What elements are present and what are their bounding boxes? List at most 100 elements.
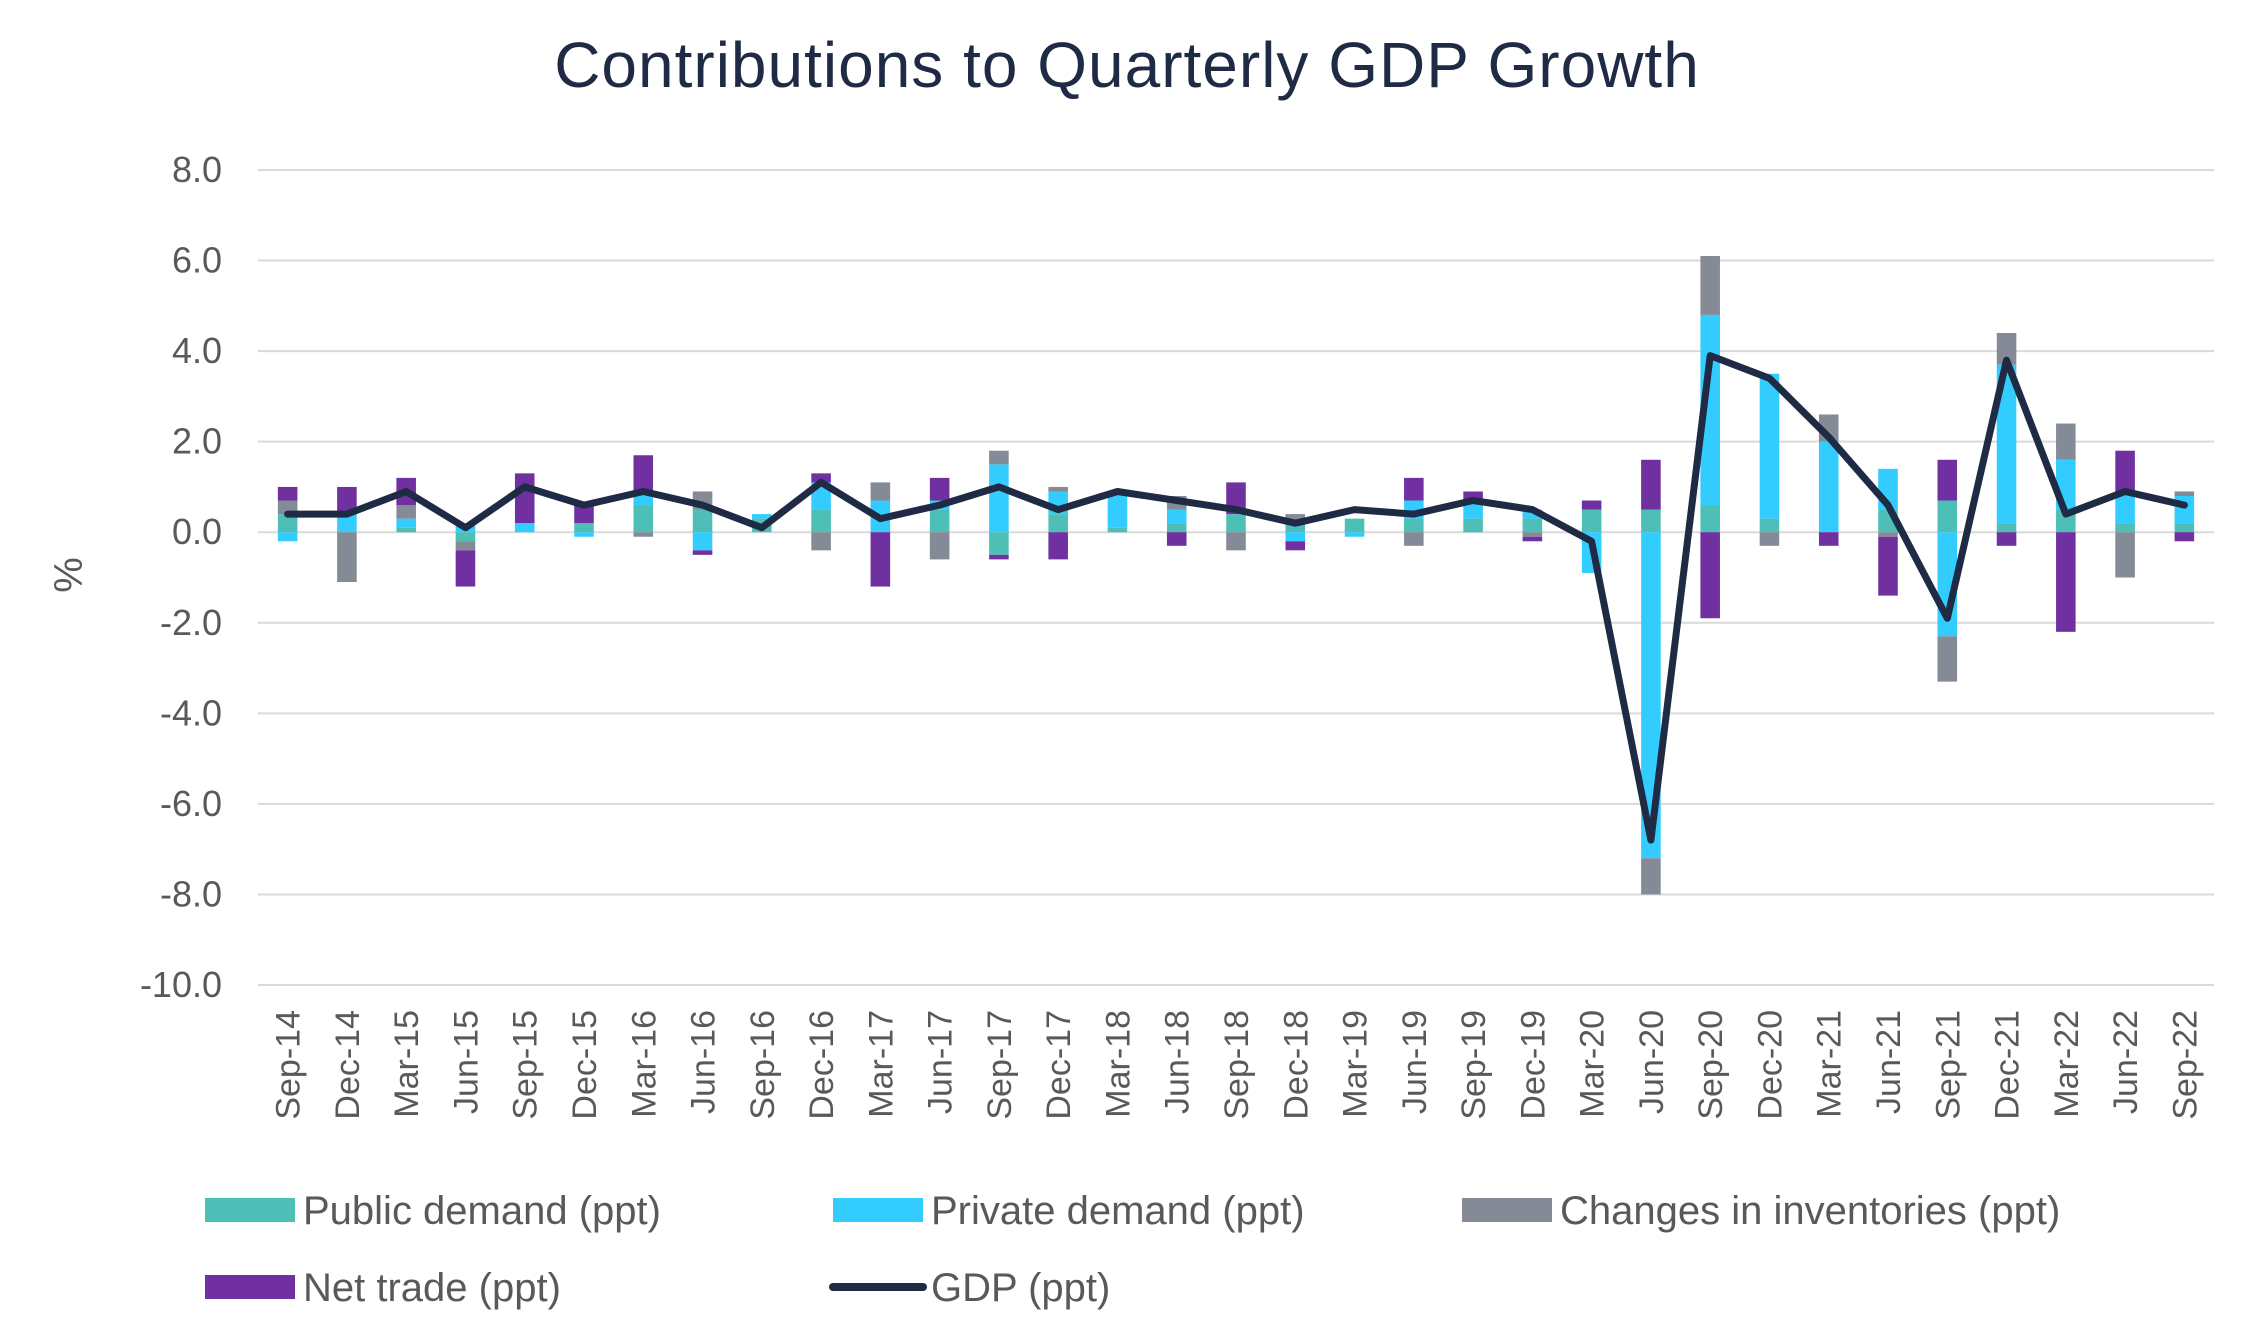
bar-segment <box>1166 532 1187 546</box>
bar-segment <box>989 554 1009 560</box>
x-tick-label: Sep-21 <box>1929 1010 1967 1120</box>
y-tick-label: -10.0 <box>140 964 222 1005</box>
y-tick-label: 8.0 <box>172 149 222 190</box>
grid-layer <box>258 169 2214 986</box>
bar-segment <box>1285 514 1306 524</box>
bar-segment <box>1107 527 1128 533</box>
gdp-line <box>284 352 2188 844</box>
y-tick-label: -4.0 <box>160 692 222 733</box>
bar-segment <box>1404 518 1424 533</box>
x-tick-label: Dec-18 <box>1277 1010 1315 1120</box>
bar-segment <box>2115 523 2135 533</box>
bar-segment <box>574 523 594 533</box>
bar-segment <box>1937 459 1958 501</box>
x-tick-label: Jun-15 <box>447 1010 485 1114</box>
legend-swatch <box>1462 1198 1552 1222</box>
x-tick-label: Sep-16 <box>744 1010 782 1120</box>
bar-segment <box>2115 450 2135 492</box>
bar-segment <box>870 532 891 587</box>
bar-segment <box>455 532 476 542</box>
bar-segment <box>692 550 713 555</box>
bar-segment <box>1522 536 1543 542</box>
bar-segment <box>277 514 298 533</box>
bar-segment <box>811 532 831 551</box>
legend-label: Private demand (ppt) <box>931 1189 1305 1233</box>
bar-segment <box>455 541 476 551</box>
bar-segment <box>2115 491 2135 524</box>
x-tick-label: Jun-22 <box>2107 1010 2145 1114</box>
bar-segment <box>1700 256 1720 315</box>
legend: Public demand (ppt) Private demand (ppt) C… <box>205 1189 2060 1310</box>
bar-segment <box>337 486 357 515</box>
bar-segment <box>396 505 416 519</box>
bar-segment <box>455 550 476 587</box>
bar-segment <box>929 532 950 560</box>
bar-segment <box>1700 532 1720 619</box>
bar-segment <box>1048 486 1068 492</box>
x-tick-label: Jun-19 <box>1396 1010 1434 1114</box>
bar-segment <box>2174 532 2195 542</box>
bar-segment <box>1996 333 2017 365</box>
bar-segment <box>1404 532 1424 546</box>
bar-segment <box>1463 491 1483 501</box>
x-tick-label: Jun-17 <box>922 1010 960 1114</box>
x-tick-label: Mar-17 <box>862 1010 900 1118</box>
legend-label: GDP (ppt) <box>931 1266 1110 1310</box>
x-tick-label: Jun-18 <box>1159 1010 1197 1114</box>
bar-segment <box>692 509 713 533</box>
x-tick-label: Sep-22 <box>2166 1010 2204 1120</box>
x-tick-label: Sep-20 <box>1692 1010 1730 1120</box>
bar-layer <box>277 256 2195 895</box>
bar-segment <box>1759 532 1780 546</box>
legend-label: Public demand (ppt) <box>303 1189 661 1233</box>
x-tick-label: Sep-18 <box>1218 1010 1256 1120</box>
bar-segment <box>989 532 1009 555</box>
chart-title: Contributions to Quarterly GDP Growth <box>554 29 1700 101</box>
bar-segment <box>752 514 772 519</box>
bar-segment <box>1996 364 2017 524</box>
bar-segment <box>1996 523 2017 533</box>
line-layer <box>284 352 2188 844</box>
bar-segment <box>1048 514 1068 533</box>
bar-segment <box>1166 523 1187 533</box>
y-tick-label: -6.0 <box>160 783 222 824</box>
x-tick-label: Mar-21 <box>1811 1010 1849 1118</box>
bar-segment <box>1937 500 1958 533</box>
bar-segment <box>396 527 416 533</box>
y-axis-label: % <box>47 557 91 593</box>
bar-segment <box>870 482 891 501</box>
y-tick-label: 2.0 <box>172 421 222 462</box>
bar-segment <box>1641 858 1661 895</box>
bar-segment <box>1404 477 1424 501</box>
legend-label: Net trade (ppt) <box>303 1266 561 1310</box>
x-tick-label: Dec-20 <box>1751 1010 1789 1120</box>
bar-segment <box>337 514 357 533</box>
x-tick-label: Mar-15 <box>388 1010 426 1118</box>
x-axis: Sep-14 Dec-14 Mar-15 Jun-15 Sep-15 Dec-15 Mar-… <box>270 1010 2205 1120</box>
x-tick-label: Mar-22 <box>2048 1010 2086 1118</box>
bar-segment <box>337 532 357 583</box>
bar-segment <box>811 509 831 533</box>
bar-segment <box>1641 459 1661 510</box>
bar-segment <box>633 505 654 533</box>
bar-segment <box>1759 373 1780 519</box>
bar-segment <box>2174 523 2195 533</box>
bar-segment <box>1226 514 1246 533</box>
bar-segment <box>574 505 594 524</box>
x-tick-label: Dec-15 <box>566 1010 604 1120</box>
bar-segment <box>1700 314 1720 506</box>
legend-label: Changes in inventories (ppt) <box>1560 1189 2060 1233</box>
bar-segment <box>1522 518 1543 533</box>
bar-segment <box>633 532 654 537</box>
bar-segment <box>1226 532 1246 551</box>
bar-segment <box>1463 518 1483 533</box>
x-tick-label: Sep-17 <box>981 1010 1019 1120</box>
bar-segment <box>1285 541 1306 551</box>
bar-segment <box>989 450 1009 465</box>
bar-segment <box>2174 491 2195 496</box>
bar-segment <box>1522 509 1543 519</box>
bar-segment <box>1107 491 1128 528</box>
x-tick-label: Dec-19 <box>1514 1010 1552 1120</box>
x-tick-label: Sep-19 <box>1455 1010 1493 1120</box>
x-tick-label: Mar-18 <box>1099 1010 1137 1118</box>
